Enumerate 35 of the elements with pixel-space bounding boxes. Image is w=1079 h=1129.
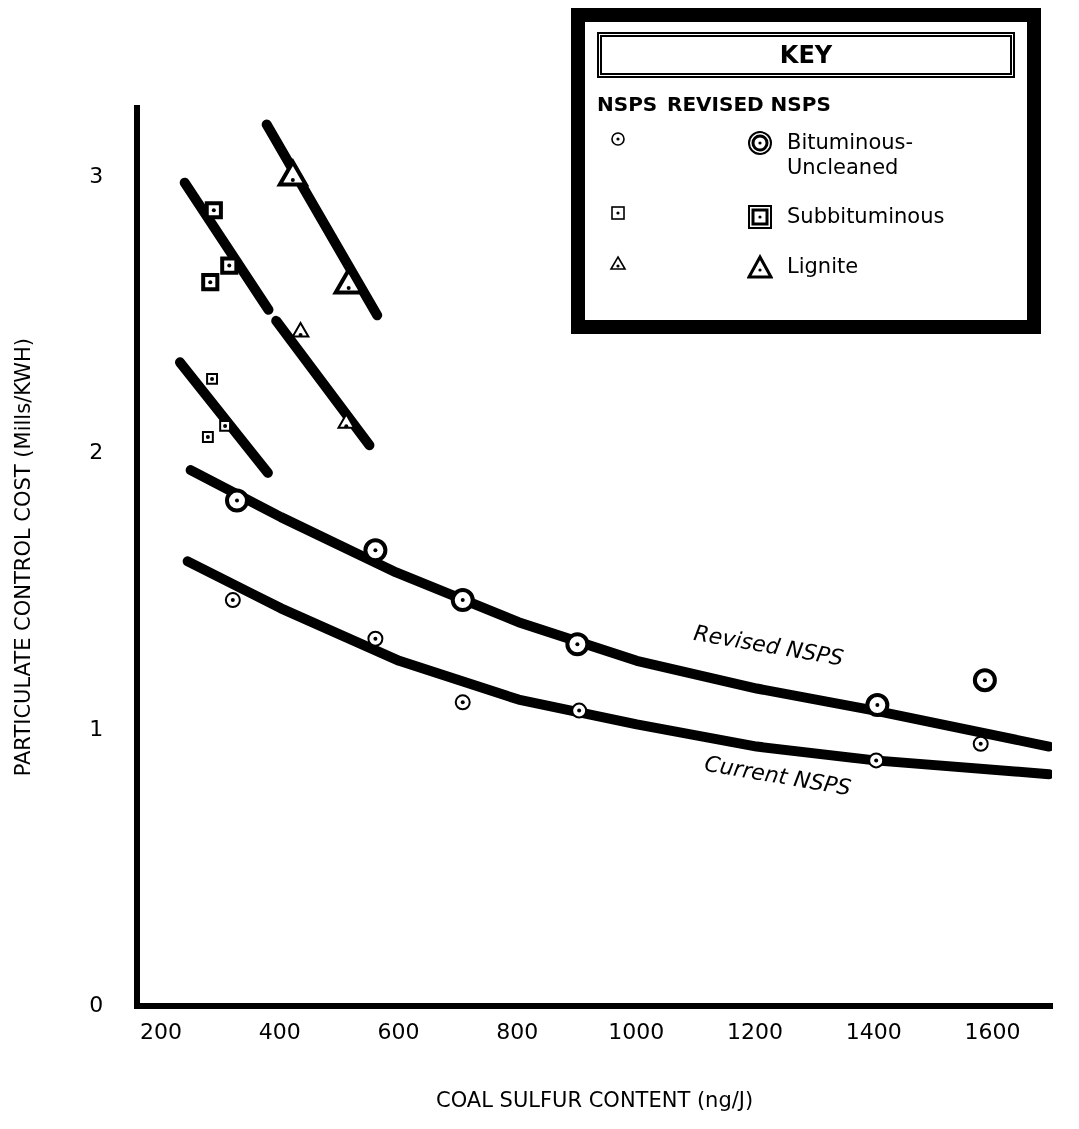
point <box>571 702 588 719</box>
y-tick-label: 1 <box>89 715 104 741</box>
annotation: NSPS <box>597 92 659 116</box>
point <box>972 668 997 693</box>
x-axis-title: COAL SULFUR CONTENT (ng/J) <box>436 1087 754 1112</box>
x-tick-label: 200 <box>139 1019 182 1045</box>
x-tick-label: 1400 <box>845 1019 902 1045</box>
point <box>868 752 885 769</box>
y-tick-label: 0 <box>89 992 104 1018</box>
annotation: REVISED NSPS <box>667 92 831 116</box>
point <box>206 372 218 385</box>
point <box>201 431 214 443</box>
x-tick-label: 1200 <box>726 1019 783 1045</box>
point <box>565 632 590 657</box>
annotation: Revised NSPS <box>691 620 846 671</box>
x-tick-label: 1000 <box>608 1019 665 1045</box>
x-tick-label: 800 <box>496 1019 539 1045</box>
point <box>363 538 388 563</box>
x-tick-label: 600 <box>377 1019 420 1045</box>
y-tick-label: 2 <box>89 439 104 465</box>
y-tick-label: 3 <box>89 162 104 188</box>
legend-label: Subbituminous <box>787 204 945 230</box>
legend-label: Lignite <box>787 254 859 280</box>
y-axis-title: PARTICULATE CONTROL COST (Mills/KWH) <box>11 338 36 777</box>
x-tick-label: 1600 <box>964 1019 1021 1045</box>
point <box>220 256 239 275</box>
legend-title: KEY <box>597 32 1015 78</box>
legend-label: Bituminous-Uncleaned <box>787 130 915 181</box>
point <box>201 273 220 292</box>
point <box>865 693 890 718</box>
x-tick-label: 400 <box>258 1019 301 1045</box>
point <box>450 588 475 613</box>
point <box>204 201 223 220</box>
point <box>224 488 249 513</box>
annotation: Current NSPS <box>702 750 854 801</box>
